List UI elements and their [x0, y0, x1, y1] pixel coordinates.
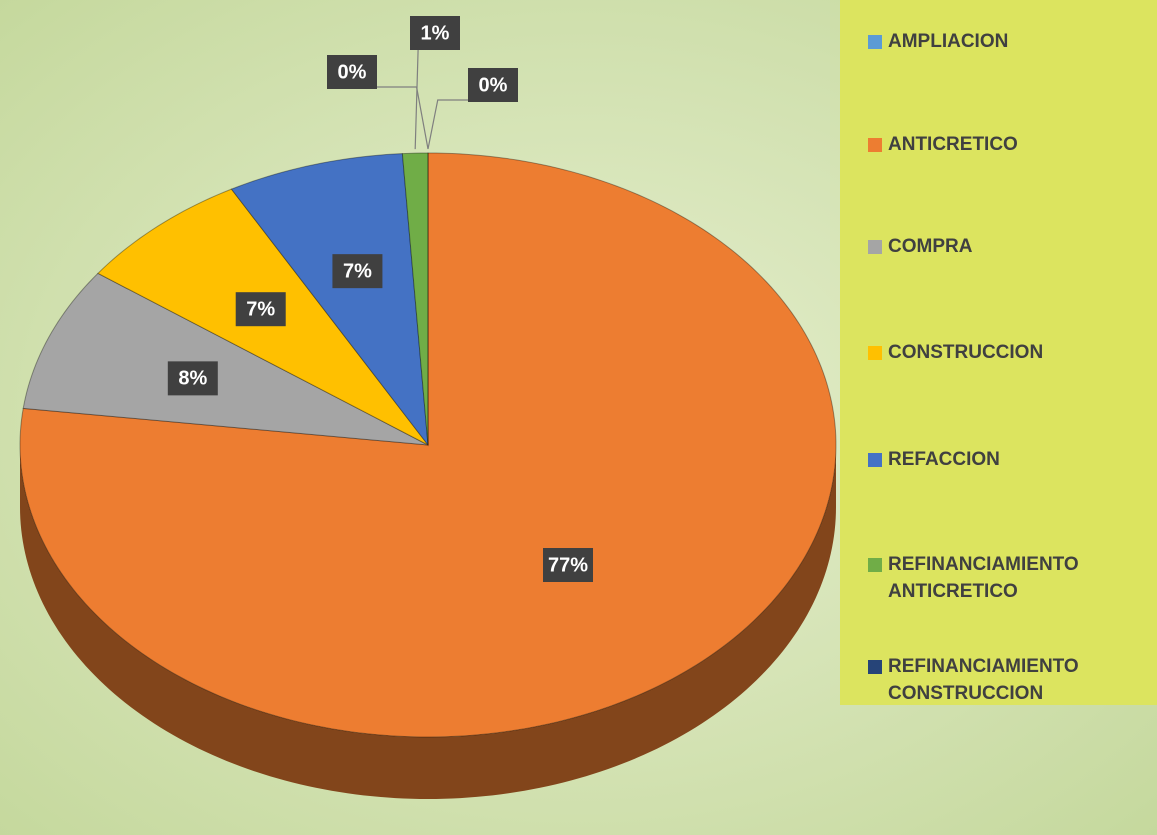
data-label: 77%	[548, 554, 588, 576]
legend-swatch	[868, 346, 882, 360]
data-label: 7%	[246, 298, 275, 320]
data-label-box	[543, 548, 593, 582]
data-label-box	[327, 55, 377, 89]
legend: AMPLIACION ANTICRETICO COMPRA CONSTRUCCION R…	[868, 31, 1084, 704]
legend-swatch	[868, 453, 882, 467]
data-label: 0%	[479, 74, 508, 96]
data-label-box	[235, 292, 286, 327]
pie-slice	[401, 152, 429, 446]
pie-slice	[22, 272, 429, 446]
data-label-box	[167, 361, 218, 396]
legend-swatch	[868, 35, 882, 49]
legend-swatch	[868, 660, 882, 674]
legend-swatch	[868, 558, 882, 572]
data-label-box	[332, 254, 383, 289]
pie-slice	[230, 153, 429, 447]
legend-label: AMPLIACION	[888, 31, 1008, 52]
data-label: 0%	[338, 61, 367, 83]
data-label: 7%	[343, 260, 372, 282]
legend-label: ANTICRETICO	[888, 134, 1018, 155]
legend-label: COMPRA	[888, 236, 973, 257]
legend-label: REFINANCIAMIENTO ANTICRETICO	[888, 554, 1084, 602]
legend-label: REFINANCIAMIENTO CONSTRUCCION	[888, 656, 1084, 704]
legend-box	[840, 0, 1157, 705]
pie-side-segment	[20, 445, 836, 799]
data-label: 8%	[178, 368, 207, 390]
data-labels: 0% 77% 8% 7% 7% 1% 0%	[167, 16, 593, 582]
pie-slice	[19, 152, 837, 738]
legend-swatch	[868, 138, 882, 152]
data-label-box	[410, 16, 460, 50]
data-label: 1%	[421, 22, 450, 44]
pie-top	[19, 152, 837, 738]
pie-side	[20, 445, 836, 799]
data-label-box	[468, 68, 518, 102]
legend-label: CONSTRUCCION	[888, 342, 1043, 363]
legend-swatch	[868, 240, 882, 254]
legend-label: REFACCION	[888, 449, 1000, 470]
